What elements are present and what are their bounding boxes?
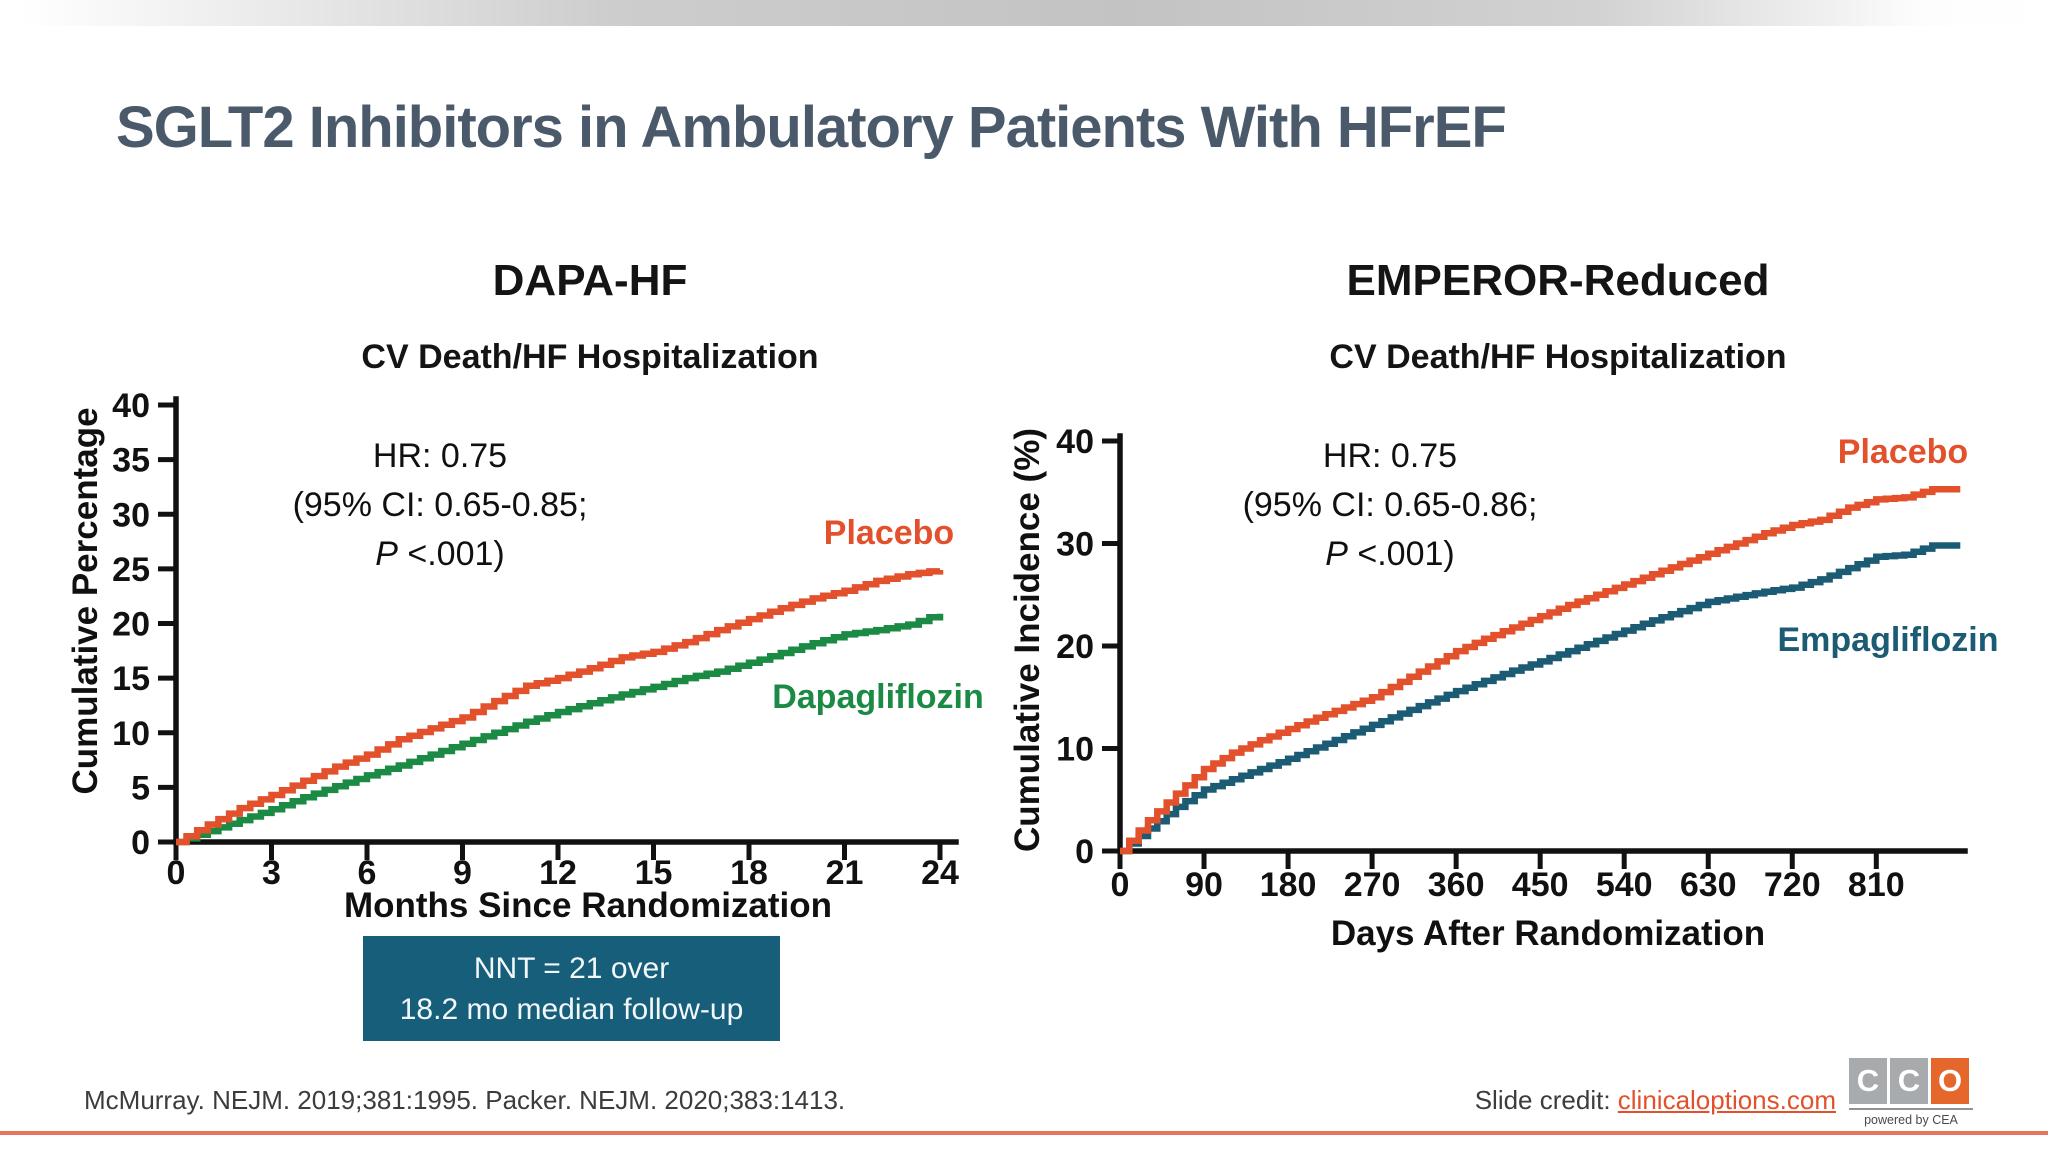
logo-square-o: O [1931,1058,1969,1104]
y-tick-label: 15 [112,660,150,698]
series-label-empagliflozin: Empagliflozin [1777,621,1999,659]
x-tick-label: 90 [1185,866,1223,904]
series-label-placebo-right: Placebo [1837,433,1969,471]
x-tick-label: 720 [1764,866,1821,904]
y-tick-label: 30 [1056,526,1094,564]
x-tick-label: 360 [1428,866,1485,904]
hr-annotation-dapa-hf: HR: 0.75 (95% CI: 0.65-0.85; P <.001) [230,432,650,579]
slide-credit-label: Slide credit: [1474,1085,1618,1115]
x-tick-label: 810 [1848,866,1905,904]
nnt-line1: NNT = 21 over [473,951,670,985]
y-axis-label-emperor: Cumulative Incidence (%) [1008,428,1047,852]
footer-citation: McMurray. NEJM. 2019;381:1995. Packer. N… [84,1085,846,1115]
y-tick-label: 30 [112,496,150,534]
y-tick-label: 40 [1056,423,1094,461]
x-tick-label: 12 [539,854,577,892]
top-gradient-bar [0,0,2048,26]
logo-rule [1849,1108,1973,1110]
y-tick-label: 35 [112,442,150,480]
x-tick-label: 15 [635,854,673,892]
x-tick-label: 0 [167,854,186,892]
y-tick-label: 0 [131,824,150,862]
x-tick-label: 0 [1111,866,1130,904]
slide-title: SGLT2 Inhibitors in Ambulatory Patients … [116,95,1507,160]
y-tick-label: 0 [1075,833,1094,871]
nnt-line2: 18.2 mo median follow-up [399,992,744,1026]
placebo-curve [176,568,944,846]
x-axis-label-emperor: Days After Randomization [1330,914,1766,953]
x-tick-label: 18 [730,854,768,892]
p-value: P <.001) [1325,535,1455,573]
empagliflozin-curve [1120,542,1961,855]
x-tick-label: 450 [1512,866,1569,904]
placebo-curve [1120,485,1961,855]
x-tick-label: 6 [358,854,377,892]
ci-value: (95% CI: 0.65-0.86; [1242,486,1538,524]
y-tick-label: 20 [1056,628,1094,666]
cco-logo: C C O powered by CEA [1849,1058,1973,1127]
y-axis-label-dapa-hf: Cumulative Percentage [66,407,105,795]
x-tick-label: 180 [1260,866,1317,904]
x-tick-label: 630 [1680,866,1737,904]
logo-square-c1: C [1849,1058,1887,1104]
chart-title-emperor-reduced: EMPEROR-Reduced [1346,256,1770,305]
x-axis-label-dapa-hf: Months Since Randomization [343,886,833,925]
chart-title-dapa-hf: DAPA-HF [492,256,688,305]
series-label-placebo-left: Placebo [823,514,955,552]
slide-credit-link[interactable]: clinicaloptions.com [1617,1085,1836,1115]
slide-credit: Slide credit: clinicaloptions.com [1475,1085,1836,1116]
hr-value: HR: 0.75 [1322,437,1458,475]
logo-tagline: powered by CEA [1864,1113,1958,1127]
chart-subtitle-dapa-hf: CV Death/HF Hospitalization [361,338,819,376]
x-tick-label: 270 [1344,866,1401,904]
nnt-callout: NNT = 21 over 18.2 mo median follow-up [363,936,780,1041]
logo-square-c2: C [1890,1058,1928,1104]
y-tick-label: 5 [131,769,150,807]
chart-subtitle-emperor-reduced: CV Death/HF Hospitalization [1329,338,1787,376]
y-tick-label: 40 [112,387,150,425]
x-tick-label: 3 [262,854,281,892]
y-tick-label: 10 [1056,731,1094,769]
x-tick-label: 9 [453,854,472,892]
x-tick-label: 540 [1596,866,1653,904]
hr-annotation-emperor-reduced: HR: 0.75 (95% CI: 0.65-0.86; P <.001) [1180,432,1600,579]
y-tick-label: 10 [112,715,150,753]
hr-value: HR: 0.75 [372,437,508,475]
p-value: P <.001) [375,535,505,573]
y-tick-label: 20 [112,606,150,644]
y-tick-label: 25 [112,551,150,589]
dapagliflozin-curve [176,613,944,846]
x-tick-label: 21 [826,854,864,892]
series-label-dapagliflozin: Dapagliflozin [772,678,984,716]
x-tick-label: 24 [921,854,959,892]
ci-value: (95% CI: 0.65-0.85; [292,486,588,524]
bottom-accent-rule [0,1131,2048,1135]
